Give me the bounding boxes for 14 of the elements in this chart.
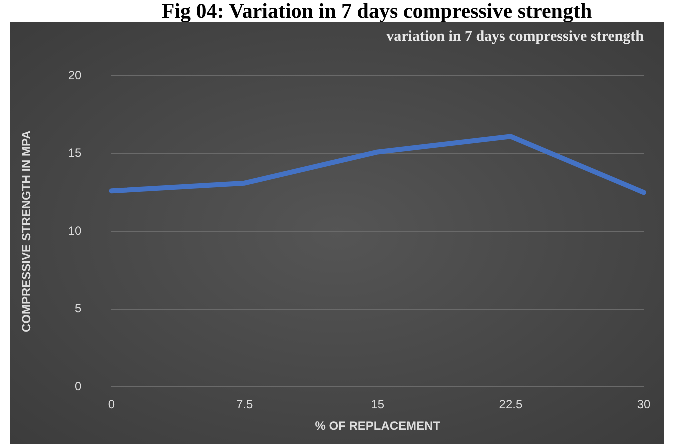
chart-title: Fig 04: Variation in 7 days compressive strength [160, 0, 594, 23]
x-tick-label: 22.5 [499, 398, 523, 412]
x-axis-title: % OF REPLACEMENT [315, 419, 442, 434]
x-tick-label: 30 [637, 398, 651, 412]
y-tick-label: 10 [68, 224, 82, 238]
y-axis-title: COMPRESSIVE STRENGTH IN MPA [20, 130, 34, 332]
x-tick-label: 0 [108, 398, 116, 412]
chart-subtitle: variation in 7 days compressive strength [386, 28, 645, 45]
y-tick-label: 15 [68, 146, 82, 160]
x-tick-label: 7.5 [236, 398, 254, 412]
y-tick-label: 0 [75, 380, 82, 394]
y-tick-label: 20 [68, 68, 82, 82]
x-tick-label: 15 [371, 398, 385, 412]
y-tick-label: 5 [75, 302, 82, 316]
